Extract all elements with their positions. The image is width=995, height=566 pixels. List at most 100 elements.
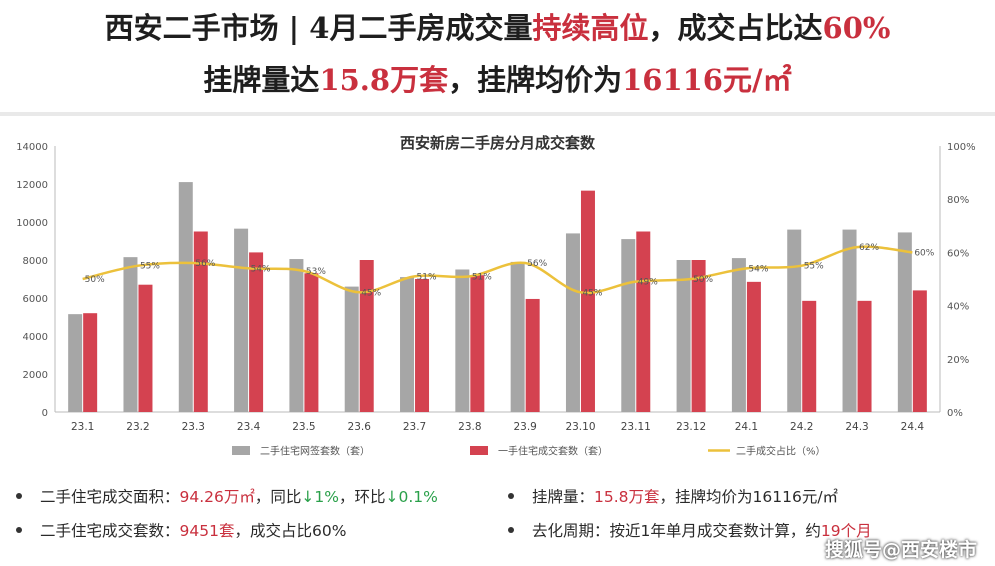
x-tick-label: 23.3 xyxy=(182,421,205,433)
share-data-label: 55% xyxy=(804,262,824,272)
bar-resale xyxy=(565,233,580,412)
bar-resale xyxy=(455,269,470,412)
y-tick-label: 4000 xyxy=(23,332,48,343)
watermark-text: 搜狐号@西安楼市 xyxy=(824,539,977,561)
headline-2-part-2: ，挂牌均价为 xyxy=(448,63,623,97)
bar-new-home xyxy=(857,300,872,412)
bar-resale xyxy=(787,229,802,412)
bar-new-home xyxy=(249,252,264,412)
y-tick-label: 0 xyxy=(42,408,48,419)
bullet-transaction-count: 二手住宅成交套数：9451套，成交占比60% xyxy=(16,520,346,542)
bar-new-home xyxy=(746,281,761,412)
headline-line-2: 挂牌量达15.8万套，挂牌均价为16116元/㎡ xyxy=(0,60,995,100)
share-line xyxy=(82,245,913,295)
headline-1-part-1: 西安二手市场 | 4月二手房成交量 xyxy=(104,11,533,45)
bullet-value: 9451套 xyxy=(179,522,235,540)
bar-new-home xyxy=(580,190,595,412)
x-tick-label: 23.8 xyxy=(458,421,481,433)
legend-label: 二手住宅网签套数（套） xyxy=(260,445,370,458)
x-tick-label: 23.1 xyxy=(71,421,94,433)
share-data-label: 54% xyxy=(251,264,271,274)
y-tick-label: 2000 xyxy=(23,370,48,381)
legend-swatch xyxy=(470,446,488,455)
legend-label: 二手成交占比（%） xyxy=(736,445,826,458)
bullet-label: 二手住宅成交套数： xyxy=(40,522,180,540)
x-tick-label: 23.4 xyxy=(237,421,261,433)
share-data-label: 45% xyxy=(361,288,381,298)
share-data-label: 50% xyxy=(693,275,713,285)
bullet-mom: ↓0.1% xyxy=(385,488,438,506)
headline-1-highlight-1: 持续高位 xyxy=(532,11,649,45)
bullet-transaction-area: 二手住宅成交面积：94.26万㎡，同比↓1%，环比↓0.1% xyxy=(16,486,438,508)
bar-new-home xyxy=(138,284,153,412)
legend-label: 一手住宅成交套数（套） xyxy=(498,445,608,458)
y-tick-label: 6000 xyxy=(23,294,48,305)
x-tick-label: 23.2 xyxy=(126,421,149,433)
share-data-label: 54% xyxy=(748,264,768,274)
bar-new-home xyxy=(691,260,706,412)
bullet-dot-icon xyxy=(16,526,22,533)
share-data-label: 51% xyxy=(472,272,492,282)
x-tick-label: 23.9 xyxy=(513,421,536,433)
bullet-label: 挂牌量： xyxy=(532,488,595,506)
share-data-label: 62% xyxy=(859,243,879,253)
chart-title: 西安新房二手房分月成交套数 xyxy=(400,134,596,152)
bar-resale xyxy=(178,182,193,412)
y2-tick-label: 80% xyxy=(947,195,969,206)
bar-resale xyxy=(344,286,359,412)
y2-tick-label: 100% xyxy=(947,142,976,153)
bullet-value: 15.8万套 xyxy=(594,488,660,506)
x-tick-label: 23.10 xyxy=(565,421,595,433)
share-data-label: 53% xyxy=(306,267,326,277)
bar-new-home xyxy=(415,279,430,412)
headline-1-highlight-2: 60% xyxy=(822,11,891,45)
bar-resale xyxy=(842,229,857,412)
bullet-label: 二手住宅成交面积： xyxy=(40,488,180,506)
x-tick-label: 23.7 xyxy=(403,421,426,433)
bullet-listings: 挂牌量：15.8万套，挂牌均价为16116元/㎡ xyxy=(508,486,838,508)
y-tick-label: 10000 xyxy=(16,218,48,229)
share-data-label: 51% xyxy=(417,272,437,282)
y2-tick-label: 60% xyxy=(947,248,969,259)
bullet-text: ，挂牌均价为16116元/㎡ xyxy=(659,488,839,506)
chart: 西安新房二手房分月成交套数 0 2000 4000 6000 8000 10000 12000… xyxy=(16,134,976,458)
bullet-destocking-cycle: 去化周期：按近1年单月成交套数计算，约19个月 xyxy=(508,520,872,542)
bar-new-home xyxy=(912,290,927,412)
y-tick-label: 14000 xyxy=(16,142,48,153)
bar-resale xyxy=(400,277,415,412)
bullet-label: 去化周期：按近1年单月成交套数计算，约 xyxy=(532,522,821,540)
share-data-label: 60% xyxy=(914,248,934,258)
x-tick-label: 24.1 xyxy=(735,421,758,433)
bullet-yoy: ↓1% xyxy=(301,488,339,506)
bar-resale xyxy=(510,261,525,412)
x-tick-label: 23.12 xyxy=(676,421,706,433)
headline-2-part-1: 挂牌量达 xyxy=(203,63,320,97)
bar-resale xyxy=(68,314,83,412)
share-data-label: 49% xyxy=(638,278,658,288)
bar-new-home xyxy=(802,300,817,412)
bullet-dot-icon xyxy=(508,526,514,533)
headline-2-highlight-1: 15.8万套 xyxy=(319,63,449,97)
bar-resale xyxy=(123,257,138,412)
x-tick-label: 23.11 xyxy=(621,421,651,433)
bar-new-home xyxy=(304,273,319,412)
headline-2-highlight-2: 16116元/㎡ xyxy=(622,63,792,97)
x-tick-label: 23.6 xyxy=(348,421,372,433)
bullet-text: ，环比 xyxy=(338,488,386,506)
bar-new-home xyxy=(470,275,485,412)
y2-tick-label: 40% xyxy=(947,302,969,313)
y-tick-label: 12000 xyxy=(16,180,48,191)
share-data-label: 56% xyxy=(195,259,215,269)
x-tick-label: 23.5 xyxy=(292,421,315,433)
bullet-value: 94.26万㎡ xyxy=(179,488,255,506)
share-data-label: 45% xyxy=(582,288,602,298)
bar-resale xyxy=(676,260,691,412)
bar-new-home xyxy=(636,231,651,412)
bullet-text: ，成交占比60% xyxy=(234,522,347,540)
bar-new-home xyxy=(193,231,208,412)
bullet-value: 19个月 xyxy=(820,522,872,540)
bar-resale xyxy=(731,258,746,412)
x-tick-label: 24.3 xyxy=(845,421,868,433)
x-tick-label: 24.2 xyxy=(790,421,813,433)
header-divider xyxy=(0,112,995,116)
